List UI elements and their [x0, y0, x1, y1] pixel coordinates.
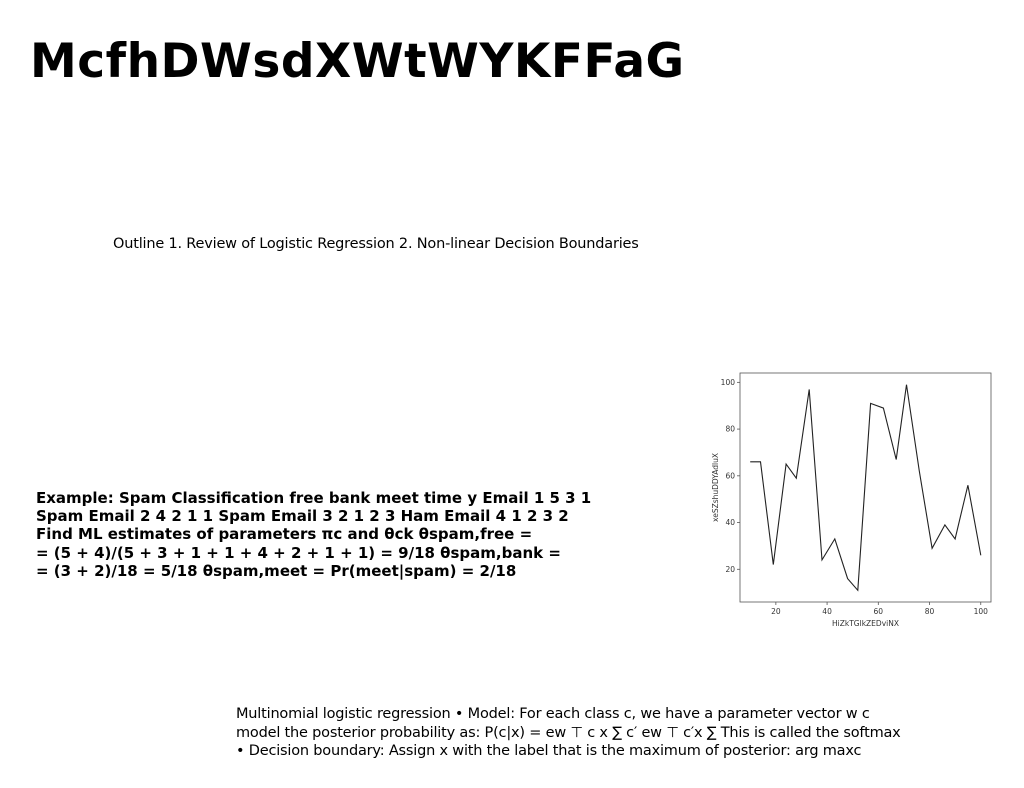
multinomial-line: model the posterior probability as: P(c|… [236, 724, 901, 741]
multinomial-line: • Decision boundary: Assign x with the l… [236, 743, 862, 759]
plot-frame [739, 372, 992, 603]
example-line: Find ML estimates of parameters πc and θ… [36, 525, 533, 544]
line-chart: 20 40 60 80 100 20 40 60 80 100 HiZkTGlkZEDviNX xeS… [711, 372, 992, 628]
plot-area: 20 40 60 80 100 20 40 60 80 100 HiZkTGlkZEDviNX xeS… [711, 372, 992, 628]
y-tick-label: 100 [721, 378, 736, 387]
y-tick-label: 20 [725, 565, 735, 574]
y-tick-label: 60 [725, 471, 735, 480]
y-tick-label: 80 [725, 425, 735, 434]
multinomial-block: Multinomial logistic regression • Model:… [236, 705, 936, 761]
x-tick-label: 20 [771, 607, 781, 616]
example-line: Example: Spam Classification free bank m… [36, 489, 592, 507]
example-block: Example: Spam Classification free bank m… [36, 489, 636, 580]
y-axis-label: xeSZshuDDYAdluX [711, 453, 720, 522]
x-tick-label: 80 [925, 607, 935, 616]
multinomial-line: Multinomial logistic regression • Model:… [236, 706, 870, 722]
x-tick-label: 40 [822, 607, 832, 616]
x-axis-label: HiZkTGlkZEDviNX [832, 619, 899, 628]
example-line: = (5 + 4)/(5 + 3 + 1 + 1 + 4 + 2 + 1 + 1… [36, 543, 561, 562]
example-line: = (3 + 2)/18 = 5/18 θspam,meet = Pr(meet… [36, 561, 517, 580]
x-tick-label: 100 [974, 607, 989, 616]
example-line: Spam Email 2 4 2 1 1 Spam Email 3 2 1 2 … [36, 507, 569, 526]
x-tick-label: 60 [874, 607, 884, 616]
slide-title: McfhDWsdXWtWYKFFaG [30, 34, 685, 89]
series-line [750, 384, 982, 592]
y-tick-label: 40 [725, 518, 735, 527]
outline-text: Outline 1. Review of Logistic Regression… [113, 236, 639, 252]
